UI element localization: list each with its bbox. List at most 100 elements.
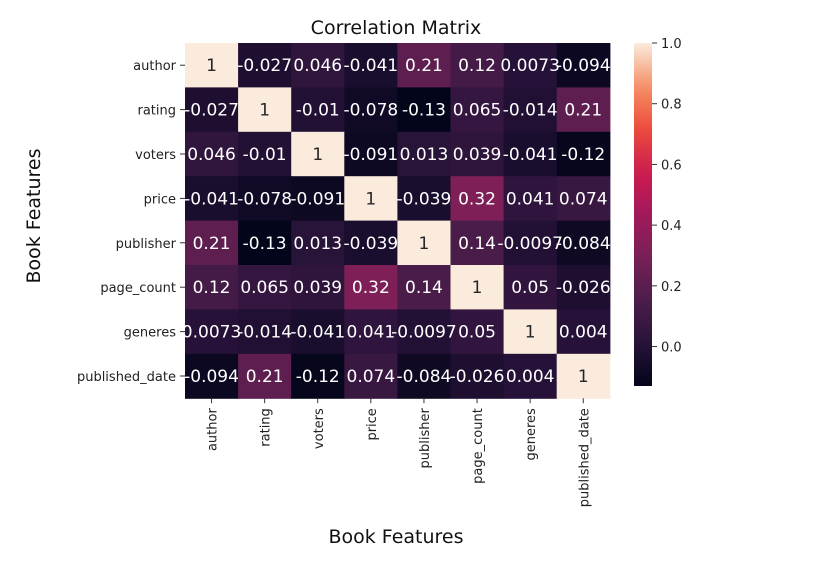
x-tick-label: price xyxy=(365,408,380,440)
cell-annotation: 1 xyxy=(206,56,217,76)
heatmap-cell xyxy=(291,176,345,222)
y-tick-label: generes xyxy=(124,326,177,341)
heatmap-cell xyxy=(397,265,452,310)
colorbar-tick-label: 0.2 xyxy=(661,280,682,295)
colorbar: 1.0 0.8 0.6 0.4 0.2 0.0 xyxy=(634,37,682,386)
x-tick-label: voters xyxy=(312,408,327,449)
heatmap-cell xyxy=(556,309,611,355)
cell-annotation: 0.12 xyxy=(458,56,496,76)
heatmap-cell xyxy=(450,176,505,222)
y-tick-label: publisher xyxy=(116,237,177,252)
cell-annotation: 0.21 xyxy=(246,367,284,387)
heatmap-cell xyxy=(238,43,292,88)
cell-annotation: 1 xyxy=(578,367,589,387)
heatmap-cell xyxy=(503,87,558,133)
cell-annotation: -0.078 xyxy=(343,101,398,121)
heatmap-cell xyxy=(397,309,452,355)
cell-annotation: 0.046 xyxy=(293,56,342,76)
cell-annotation: -0.12 xyxy=(561,145,605,165)
cell-annotation: 1 xyxy=(525,323,536,343)
cell-annotation: -0.094 xyxy=(556,56,611,76)
x-tick-label: published_date xyxy=(577,408,592,507)
colorbar-gradient xyxy=(634,43,652,386)
heatmap-cell xyxy=(344,220,398,266)
heatmap-cell xyxy=(185,131,239,177)
heatmap-cell xyxy=(344,131,398,177)
colorbar-tick-label: 0.6 xyxy=(661,158,682,173)
cell-annotation: 0.21 xyxy=(193,234,231,254)
cell-annotation: 1 xyxy=(472,278,483,298)
cell-annotation: -0.078 xyxy=(237,189,292,209)
heatmap-cell xyxy=(238,309,292,355)
cell-annotation: -0.027 xyxy=(237,56,292,76)
cell-annotation: 0.0073 xyxy=(182,323,241,343)
cell-annotation: 0.14 xyxy=(458,234,496,254)
heatmap-cell xyxy=(238,87,292,133)
heatmap-cell xyxy=(450,265,505,310)
cell-annotation: 0.065 xyxy=(453,101,502,121)
heatmap-cell xyxy=(397,353,452,399)
heatmap-cell xyxy=(185,176,239,222)
cell-annotation: -0.039 xyxy=(343,234,398,254)
heatmap-cell xyxy=(344,265,398,310)
cell-annotation: 1 xyxy=(312,145,323,165)
cell-annotation: 1 xyxy=(259,101,270,121)
x-tick-label: page_count xyxy=(471,408,486,484)
cell-annotation: 0.21 xyxy=(564,101,602,121)
heatmap-cell xyxy=(238,176,292,222)
cell-annotation: 0.0073 xyxy=(500,56,559,76)
heatmap-cell xyxy=(450,131,505,177)
cell-annotation: 0.041 xyxy=(347,323,396,343)
cell-annotation: 0.004 xyxy=(559,323,608,343)
cell-annotation: -0.026 xyxy=(450,367,505,387)
heatmap-cell xyxy=(503,265,558,310)
heatmap-cell xyxy=(450,353,505,399)
cell-annotation: -0.014 xyxy=(237,323,292,343)
cell-annotation: -0.091 xyxy=(290,189,345,209)
heatmap-cell xyxy=(450,309,505,355)
heatmap-cell xyxy=(556,220,611,266)
heatmap-cell xyxy=(397,43,452,88)
cell-annotation: -0.041 xyxy=(343,56,398,76)
heatmap-cell xyxy=(185,87,239,133)
cell-annotation: 0.013 xyxy=(293,234,342,254)
cell-annotation: 0.004 xyxy=(506,367,555,387)
heatmap-cell xyxy=(397,131,452,177)
cell-annotation: 0.21 xyxy=(405,56,443,76)
heatmap-cell xyxy=(291,87,345,133)
heatmap-cell xyxy=(556,176,611,222)
cell-annotation: -0.0097 xyxy=(497,234,563,254)
cell-annotations: 1 -0.027 0.046 -0.041 0.21 0.12 0.0073-0.094-0… xyxy=(182,56,611,387)
heatmap-cell xyxy=(397,87,452,133)
cell-annotation: 1 xyxy=(365,189,376,209)
colorbar-tick-label: 1.0 xyxy=(661,37,682,52)
cell-annotation: 0.074 xyxy=(559,189,608,209)
y-tick-label: price xyxy=(144,192,176,207)
cell-annotation: 0.041 xyxy=(506,189,555,209)
heatmap-cell xyxy=(291,309,345,355)
heatmap-cell xyxy=(397,220,452,266)
x-tick-label: publisher xyxy=(418,408,433,469)
heatmap-cell xyxy=(291,131,345,177)
heatmap-cells xyxy=(185,43,611,399)
colorbar-tick-label: 0.4 xyxy=(661,219,682,234)
cell-annotation: -0.026 xyxy=(556,278,611,298)
cell-annotation: 1 xyxy=(419,234,430,254)
x-axis-label: Book Features xyxy=(328,526,463,548)
cell-annotation: -0.13 xyxy=(243,234,287,254)
cell-annotation: -0.094 xyxy=(184,367,239,387)
heatmap-cell xyxy=(503,220,558,266)
heatmap-cell xyxy=(344,176,398,222)
heatmap-cell xyxy=(450,87,505,133)
heatmap-cell xyxy=(291,220,345,266)
heatmap-cell xyxy=(185,309,239,355)
heatmap-cell xyxy=(503,353,558,399)
cell-annotation: 0.32 xyxy=(352,278,390,298)
cell-annotation: -0.084 xyxy=(397,367,452,387)
heatmap-cell xyxy=(238,220,292,266)
cell-annotation: -0.041 xyxy=(290,323,345,343)
heatmap-cell xyxy=(450,43,505,88)
x-tick-label: author xyxy=(206,408,221,451)
